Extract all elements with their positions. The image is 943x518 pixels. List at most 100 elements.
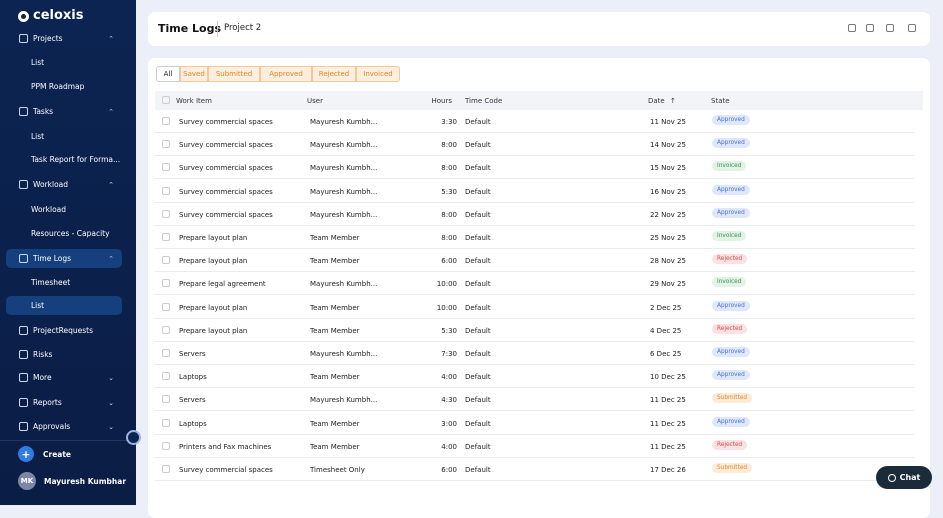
nav-item[interactable]: Reports ⌄ [6,393,122,412]
nav-subitem[interactable]: List [31,132,45,141]
work-item[interactable]: Prepare layout plan [179,257,248,266]
nav-subitem[interactable]: PPM Roadmap [31,82,85,91]
work-item[interactable]: Servers [179,396,206,405]
row-checkbox[interactable] [162,233,170,241]
work-item[interactable]: Survey commercial spaces [179,210,273,219]
row-checkbox[interactable] [162,209,170,218]
row-checkbox[interactable] [162,279,170,288]
toolbar-icon[interactable] [866,24,874,32]
table-row[interactable]: Prepare layout plan Team Member 5:30 Defaul… [155,319,915,342]
nav-item[interactable]: Workload ⌃ [6,175,122,194]
table-row[interactable]: Survey commercial spaces Mayuresh Kumbh..… [155,110,915,133]
row-checkbox[interactable] [162,465,170,473]
column-header[interactable]: Time Code [465,97,503,105]
nav-item[interactable]: Approvals ⌄ [6,417,122,436]
table-row[interactable]: Servers Mayuresh Kumbh... 4:30 Default 11 De… [155,388,915,412]
table-row[interactable]: Survey commercial spaces Mayuresh Kumbh..… [155,203,915,226]
nav-subitem[interactable]: Workload [31,205,67,214]
row-checkbox[interactable] [162,117,170,125]
collapse-button[interactable] [126,430,141,445]
work-item[interactable]: Printers and Fax machines [179,442,272,451]
nav-item[interactable]: Time Logs ⌃ [6,249,122,268]
filter-tab[interactable]: All [156,66,180,82]
nav-item[interactable]: Risks [6,345,122,364]
filter-tab[interactable]: Rejected [312,66,356,82]
table-row[interactable]: Prepare layout plan Team Member 6:00 Defaul… [155,249,915,273]
nav-label[interactable]: Risks [33,350,53,359]
column-header[interactable]: User [307,97,323,105]
nav-label[interactable]: Tasks [33,107,54,116]
nav-subitem[interactable]: Resources - Capacity [31,229,110,238]
nav-label[interactable]: Time Logs [33,254,72,263]
user-name[interactable]: Mayuresh Kumbhar [44,476,127,486]
work-item[interactable]: Prepare layout plan [179,303,248,312]
nav-item[interactable]: Tasks ⌃ [6,102,122,121]
work-item[interactable]: Prepare layout plan [179,326,248,335]
table-row[interactable]: Survey commercial spaces Mayuresh Kumbh..… [155,156,915,180]
nav-label[interactable]: Workload [33,180,69,189]
chat-button[interactable]: Chat [876,466,932,489]
filter-tab[interactable]: Submitted [208,66,260,82]
nav-subitem[interactable]: Task Report for Forma... [31,155,121,164]
nav-item[interactable]: ProjectRequests [6,321,122,340]
filter-tab[interactable]: Approved [260,66,312,82]
table-row[interactable]: Prepare layout plan Team Member 10:00 Defau… [155,296,915,319]
project-select[interactable]: Project 2 [224,23,262,33]
table-row[interactable]: Survey commercial spaces Mayuresh Kumbh..… [155,180,915,203]
table-row[interactable]: Servers Mayuresh Kumbh... 7:30 Default 6 Dec… [155,342,915,365]
work-item[interactable]: Survey commercial spaces [179,187,273,196]
filter-tab[interactable]: Invoiced [356,66,400,82]
row-checkbox[interactable] [162,256,170,265]
nav-label[interactable]: Approvals [33,422,71,431]
nav-subitem[interactable]: List [6,296,122,315]
work-item[interactable]: Survey commercial spaces [179,118,273,126]
chat-label[interactable]: Chat [899,473,921,482]
table-row[interactable]: Survey commercial spaces Mayuresh Kumbh..… [155,133,915,157]
row-checkbox[interactable] [162,325,170,334]
table-row[interactable]: Survey commercial spaces Timesheet Only 6:… [155,458,915,481]
state: Approved [712,207,750,218]
table-row[interactable]: Prepare layout plan Team Member 8:00 Defaul… [155,226,915,249]
nav-subitem[interactable]: Timesheet [31,278,71,287]
column-header[interactable]: Work Item [176,97,212,105]
toolbar-icon[interactable] [848,24,856,32]
column-header[interactable]: State [711,97,730,105]
row-checkbox[interactable] [162,140,170,149]
work-item[interactable]: Prepare layout plan [179,234,248,242]
column-header[interactable]: Hours [431,97,452,105]
nav-subitem[interactable]: List [31,58,45,67]
toolbar-icon[interactable] [886,24,894,32]
table-row[interactable]: Printers and Fax machines Team Member 4:00… [155,435,915,458]
row-checkbox[interactable] [162,372,170,381]
row-checkbox[interactable] [162,186,170,195]
work-item[interactable]: Survey commercial spaces [179,466,273,474]
create-label[interactable]: Create [43,449,72,459]
row-checkbox[interactable] [162,349,170,357]
work-item[interactable]: Laptops [179,373,207,382]
row-checkbox[interactable] [162,395,170,404]
nav-label[interactable]: ProjectRequests [33,326,94,335]
work-item[interactable]: Survey commercial spaces [179,141,273,150]
table-row[interactable]: Prepare legal agreement Mayuresh Kumbh...… [155,272,915,296]
row-checkbox[interactable] [162,441,170,450]
nav-label[interactable]: More [33,373,52,382]
work-item[interactable]: Prepare legal agreement [179,280,266,289]
table-row[interactable]: Laptops Team Member 3:00 Default 11 Dec 25 Ap… [155,412,915,435]
work-item[interactable]: Servers [179,350,206,358]
nav-item[interactable]: Projects ⌃ [6,29,122,48]
work-item[interactable]: Survey commercial spaces [179,164,273,173]
table-row[interactable]: Laptops Team Member 4:00 Default 10 Dec 25 Ap… [155,365,915,389]
nav-label[interactable]: Projects [33,34,63,43]
nav-label[interactable]: Reports [33,398,62,407]
row-checkbox[interactable] [162,163,170,172]
row-checkbox[interactable] [162,302,170,311]
select-all[interactable] [162,96,170,104]
work-item[interactable]: Laptops [179,419,207,428]
row-checkbox[interactable] [162,418,170,427]
create-button[interactable]: + Create [18,446,118,462]
column-header[interactable]: Date [648,97,665,105]
nav-item[interactable]: More ⌄ [6,368,122,387]
user-menu[interactable]: MK Mayuresh Kumbhar [18,472,130,490]
filter-tab[interactable]: Saved [180,66,208,82]
toolbar-icon[interactable] [908,24,916,32]
